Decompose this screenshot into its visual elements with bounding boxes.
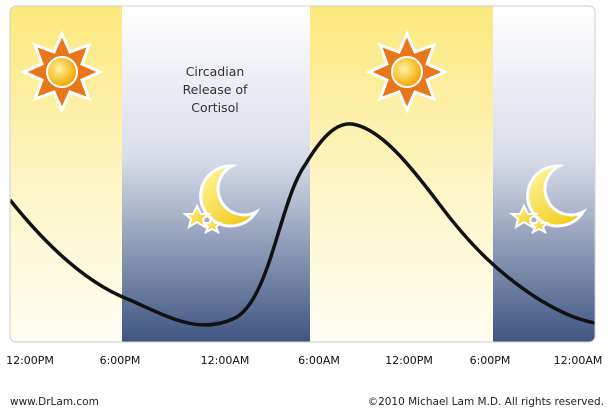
time-label: 12:00AM	[554, 354, 603, 367]
footer-left: www.DrLam.com	[10, 396, 99, 408]
time-label: 12:00AM	[201, 354, 250, 367]
title-line: Release of	[183, 82, 248, 97]
time-label: 12:00PM	[385, 354, 433, 367]
title-line: Circadian	[186, 64, 245, 79]
cortisol-curve	[10, 122, 595, 327]
time-label: 12:00PM	[6, 354, 54, 367]
title-line: Cortisol	[191, 100, 239, 115]
sun-icon	[22, 32, 102, 112]
time-label: 6:00PM	[470, 354, 511, 367]
sun-icon	[367, 32, 447, 112]
time-label: 6:00AM	[298, 354, 340, 367]
time-label: 6:00PM	[100, 354, 141, 367]
footer-right: ©2010 Michael Lam M.D. All rights reserv…	[368, 396, 604, 408]
frame	[9, 5, 596, 343]
chart-area	[10, 6, 595, 342]
